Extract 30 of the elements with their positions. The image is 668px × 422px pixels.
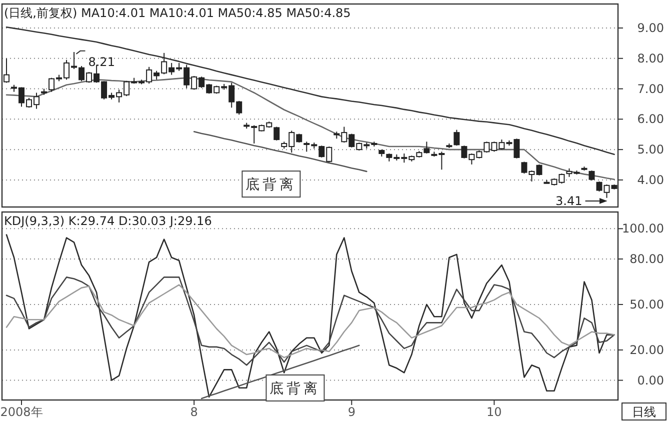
- y-tick-label: 5.00: [637, 142, 664, 157]
- line-series: [193, 130, 368, 172]
- y-tick-label: 6.00: [637, 112, 664, 126]
- x-tick-label: 8: [190, 405, 198, 419]
- y-tick-label: 7.00: [637, 82, 664, 96]
- y-tick-label: 100.00: [622, 222, 664, 236]
- annotation: 3.41: [556, 194, 582, 208]
- line-series: [6, 26, 615, 156]
- chart-title: (日线,前复权) MA10:4.01 MA10:4.01 MA50:4.85 MA50:4.85: [4, 6, 351, 20]
- y-tick-label: 20.00: [630, 342, 664, 357]
- y-tick-label: 0.00: [637, 373, 664, 388]
- line-series: [6, 284, 615, 358]
- x-tick-label: 2008年: [0, 405, 43, 419]
- annotation: 8.21: [88, 54, 115, 69]
- line-series: [6, 234, 615, 398]
- y-tick-label: 4.00: [637, 172, 664, 187]
- label-box: 底背离: [266, 374, 325, 402]
- y-tick-label: 9.00: [637, 21, 664, 36]
- annotation: 底背离: [270, 380, 321, 397]
- y-tick-label: 50.00: [630, 297, 664, 312]
- y-tick-label: 8.00: [637, 51, 664, 66]
- label-box: 底背离: [242, 170, 301, 198]
- x-tick-label: 10: [486, 405, 502, 419]
- line-series: [6, 276, 615, 366]
- note: 日线: [622, 402, 666, 420]
- chart-title: KDJ(9,3,3) K:29.74 D:30.03 J:29.16: [4, 214, 212, 228]
- line-series: [200, 344, 360, 400]
- annotation: 底背离: [246, 177, 297, 194]
- y-tick-label: 80.00: [630, 252, 664, 266]
- x-tick-label: 9: [348, 405, 356, 419]
